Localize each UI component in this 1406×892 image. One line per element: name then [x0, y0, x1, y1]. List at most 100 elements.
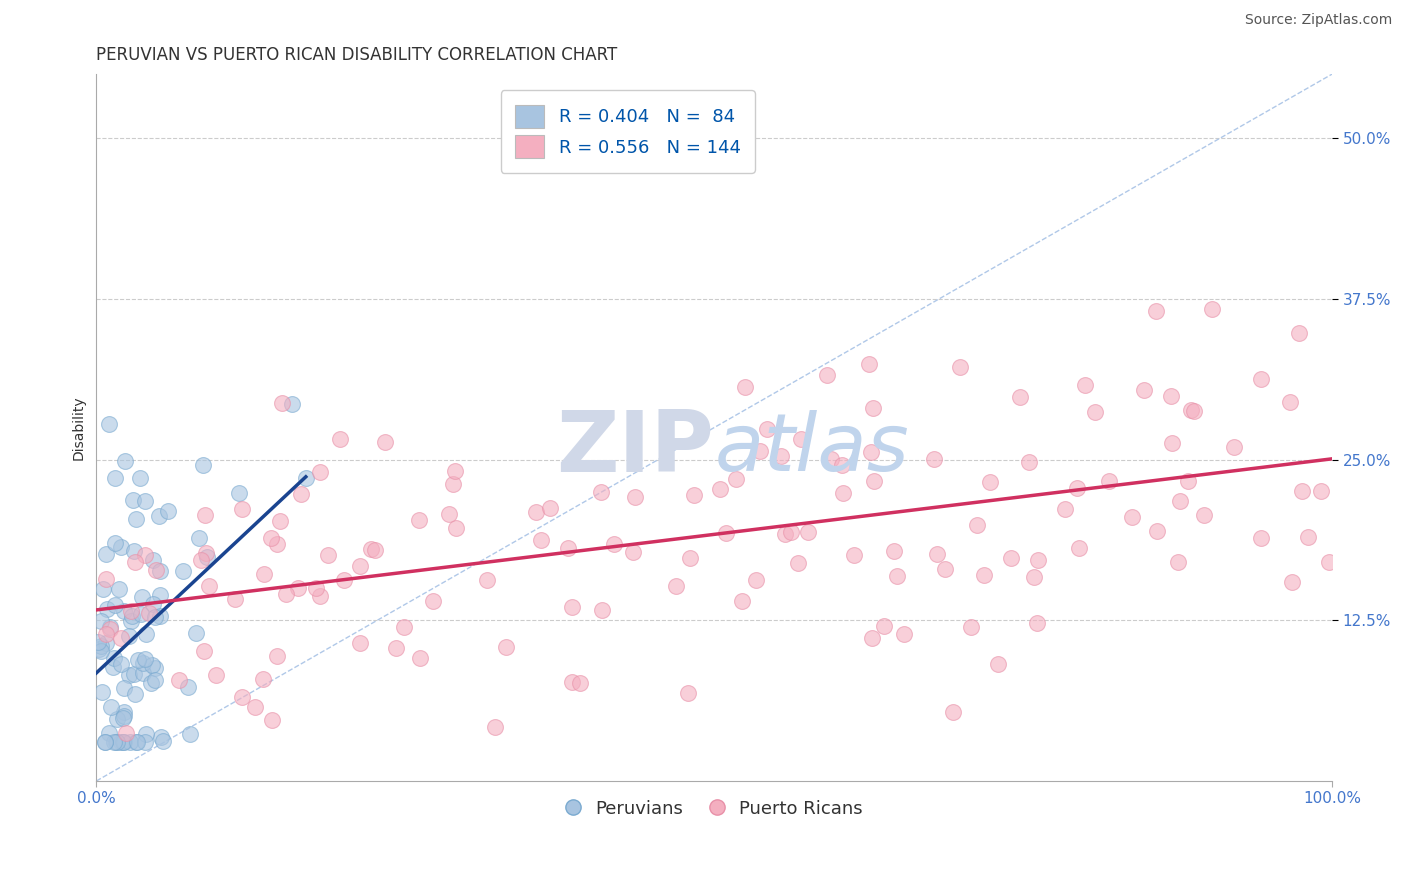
- Y-axis label: Disability: Disability: [72, 395, 86, 460]
- Point: [176, 680, 198, 694]
- Point: [112, 705, 135, 719]
- Point: [716, 525, 738, 540]
- Point: [1121, 509, 1143, 524]
- Point: [1250, 532, 1272, 546]
- Point: [973, 568, 995, 582]
- Point: [142, 597, 165, 611]
- Point: [530, 533, 553, 547]
- Point: [134, 548, 156, 562]
- Point: [1182, 404, 1205, 418]
- Point: [676, 686, 699, 700]
- Point: [112, 604, 135, 618]
- Point: [295, 471, 318, 485]
- Point: [193, 644, 215, 658]
- Point: [374, 435, 396, 450]
- Point: [1000, 550, 1022, 565]
- Point: [260, 531, 283, 545]
- Point: [90, 644, 112, 658]
- Point: [93, 735, 115, 749]
- Point: [589, 484, 612, 499]
- Point: [561, 674, 583, 689]
- Point: [143, 609, 166, 624]
- Point: [745, 573, 768, 587]
- Point: [228, 485, 250, 500]
- Point: [94, 547, 117, 561]
- Point: [922, 452, 945, 467]
- Point: [86, 634, 108, 648]
- Point: [118, 629, 141, 643]
- Point: [773, 526, 796, 541]
- Point: [149, 588, 172, 602]
- Point: [557, 541, 579, 556]
- Point: [112, 681, 135, 695]
- Point: [927, 547, 949, 561]
- Point: [188, 531, 211, 545]
- Point: [731, 594, 754, 608]
- Point: [98, 620, 121, 634]
- Point: [893, 627, 915, 641]
- Point: [1250, 372, 1272, 386]
- Point: [364, 543, 387, 558]
- Point: [1074, 378, 1097, 392]
- Point: [797, 525, 820, 540]
- Point: [111, 735, 134, 749]
- Point: [122, 667, 145, 681]
- Point: [132, 656, 155, 670]
- Point: [149, 564, 172, 578]
- Point: [125, 511, 148, 525]
- Point: [724, 472, 747, 486]
- Point: [197, 579, 219, 593]
- Point: [309, 465, 332, 479]
- Point: [1018, 455, 1040, 469]
- Point: [129, 471, 152, 485]
- Point: [224, 592, 246, 607]
- Point: [110, 631, 132, 645]
- Point: [1177, 475, 1199, 489]
- Point: [437, 507, 460, 521]
- Point: [1168, 494, 1191, 508]
- Point: [149, 731, 172, 745]
- Point: [831, 458, 853, 473]
- Point: [131, 590, 153, 604]
- Point: [231, 502, 253, 516]
- Point: [110, 541, 132, 555]
- Point: [979, 475, 1001, 490]
- Point: [134, 735, 156, 749]
- Point: [1026, 616, 1049, 631]
- Point: [110, 735, 132, 749]
- Point: [1291, 483, 1313, 498]
- Point: [91, 582, 114, 596]
- Point: [942, 705, 965, 719]
- Point: [1167, 554, 1189, 568]
- Point: [1066, 481, 1088, 495]
- Point: [143, 661, 166, 675]
- Point: [780, 524, 803, 539]
- Point: [269, 514, 291, 528]
- Point: [623, 491, 645, 505]
- Point: [1084, 405, 1107, 419]
- Point: [104, 598, 127, 612]
- Point: [98, 623, 121, 637]
- Point: [125, 735, 148, 749]
- Point: [1024, 570, 1046, 584]
- Point: [820, 452, 842, 467]
- Point: [561, 600, 583, 615]
- Point: [679, 551, 702, 566]
- Point: [860, 445, 883, 459]
- Point: [271, 396, 294, 410]
- Point: [135, 627, 157, 641]
- Point: [104, 471, 127, 485]
- Point: [194, 508, 217, 522]
- Point: [103, 650, 125, 665]
- Point: [96, 572, 118, 586]
- Point: [231, 690, 253, 704]
- Point: [121, 492, 143, 507]
- Point: [104, 536, 127, 550]
- Point: [1201, 301, 1223, 316]
- Point: [949, 360, 972, 375]
- Point: [1309, 483, 1331, 498]
- Point: [134, 652, 156, 666]
- Point: [709, 482, 731, 496]
- Point: [105, 735, 128, 749]
- Point: [101, 660, 124, 674]
